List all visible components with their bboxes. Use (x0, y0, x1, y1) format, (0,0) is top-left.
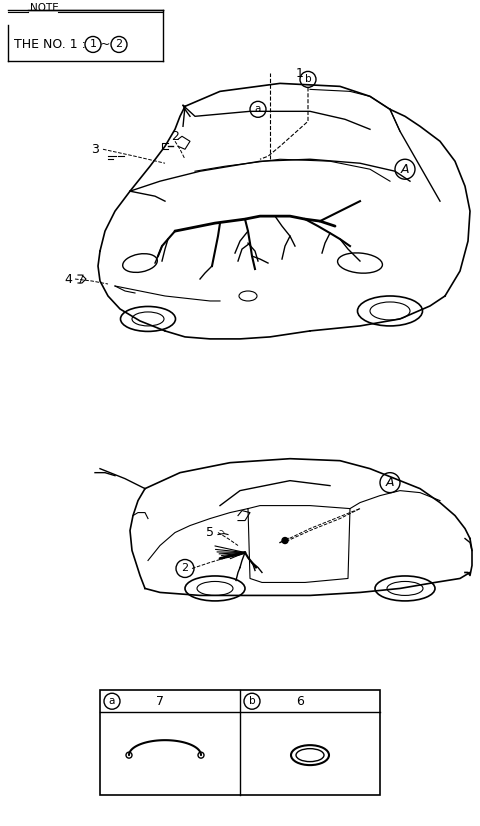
Text: 5: 5 (206, 526, 214, 539)
Text: 4: 4 (64, 273, 72, 286)
Text: 6: 6 (296, 695, 304, 708)
Bar (100, 691, 380, 795)
Text: a: a (255, 104, 261, 114)
Text: b: b (249, 696, 255, 706)
Text: 7: 7 (156, 695, 164, 708)
Text: 2: 2 (181, 563, 189, 573)
Text: NOTE: NOTE (30, 2, 59, 12)
Circle shape (282, 538, 288, 544)
Text: 2: 2 (115, 40, 122, 50)
Text: A: A (386, 476, 394, 489)
Text: b: b (305, 74, 312, 84)
Text: a: a (109, 696, 115, 706)
Text: 2: 2 (171, 130, 179, 143)
Text: A: A (401, 163, 409, 176)
Text: 3: 3 (91, 143, 99, 156)
Text: 1: 1 (296, 67, 304, 80)
Text: 1: 1 (89, 40, 96, 50)
Text: ~: ~ (100, 38, 110, 51)
Text: THE NO. 1 :: THE NO. 1 : (14, 38, 90, 51)
